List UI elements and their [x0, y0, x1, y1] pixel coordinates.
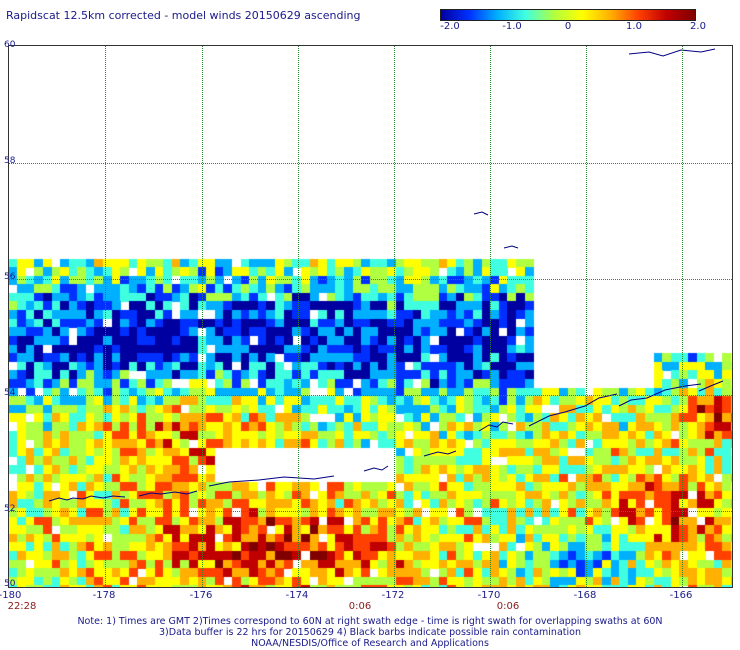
grid-line — [202, 46, 203, 587]
lon-label: -168 — [573, 590, 597, 601]
coastline-path — [478, 421, 514, 432]
lat-label: 50 — [4, 579, 16, 589]
colorbar-tick: 0 — [564, 21, 572, 32]
grid-line — [490, 46, 491, 587]
colorbar — [440, 9, 696, 21]
swath-time-label: 22:28 — [7, 601, 37, 612]
lon-label: -180 — [0, 590, 22, 601]
coastline-path — [208, 475, 335, 487]
map-title: Rapidscat 12.5km corrected - model winds… — [6, 9, 361, 22]
coastline-layer — [48, 48, 724, 502]
coastline-path — [528, 393, 618, 427]
coastline-path — [698, 380, 724, 392]
lon-label: -170 — [477, 590, 501, 601]
footnotes: Note: 1) Times are GMT 2)Times correspon… — [0, 616, 740, 649]
grid-line — [9, 163, 732, 164]
coastline-path — [618, 383, 702, 407]
grid-line — [682, 46, 683, 587]
note-line: Note: 1) Times are GMT 2)Times correspon… — [77, 616, 663, 627]
coastline-path — [503, 245, 519, 249]
lon-label: -178 — [92, 590, 116, 601]
grid-line — [394, 46, 395, 587]
lon-label: -172 — [381, 590, 405, 601]
colorbar-tick: -2.0 — [440, 21, 460, 32]
lon-label: -174 — [285, 590, 309, 601]
coastline-path — [423, 450, 457, 457]
lat-label: 54 — [4, 388, 16, 398]
note-line: NOAA/NESDIS/Office of Research and Appli… — [251, 638, 489, 649]
coastline-path — [363, 465, 389, 472]
lat-label: 60 — [4, 40, 16, 50]
swath-time-label: 0:06 — [348, 601, 372, 612]
wind-difference-map — [8, 45, 733, 588]
grid-line — [9, 395, 732, 396]
coastline-path — [473, 211, 489, 216]
grid-line — [586, 46, 587, 587]
lat-label: 56 — [4, 272, 16, 282]
lat-label: 52 — [4, 504, 16, 514]
coastline-path — [48, 495, 126, 502]
lon-label: -176 — [189, 590, 213, 601]
colorbar-tick: -1.0 — [502, 21, 522, 32]
grid-line — [105, 46, 106, 587]
colorbar-tick: 2.0 — [690, 21, 706, 32]
swath-time-label: 0:06 — [496, 601, 520, 612]
grid-line — [9, 511, 732, 512]
grid-line — [298, 46, 299, 587]
lat-label: 58 — [4, 156, 16, 166]
wind-field-raster — [9, 46, 732, 587]
lon-label: -166 — [669, 590, 693, 601]
colorbar-tick: 1.0 — [626, 21, 642, 32]
note-line: 3)Data buffer is 22 hrs for 20150629 4) … — [159, 627, 581, 638]
grid-line — [9, 279, 732, 280]
coastline-path — [138, 490, 198, 497]
coastline-path — [628, 48, 716, 57]
